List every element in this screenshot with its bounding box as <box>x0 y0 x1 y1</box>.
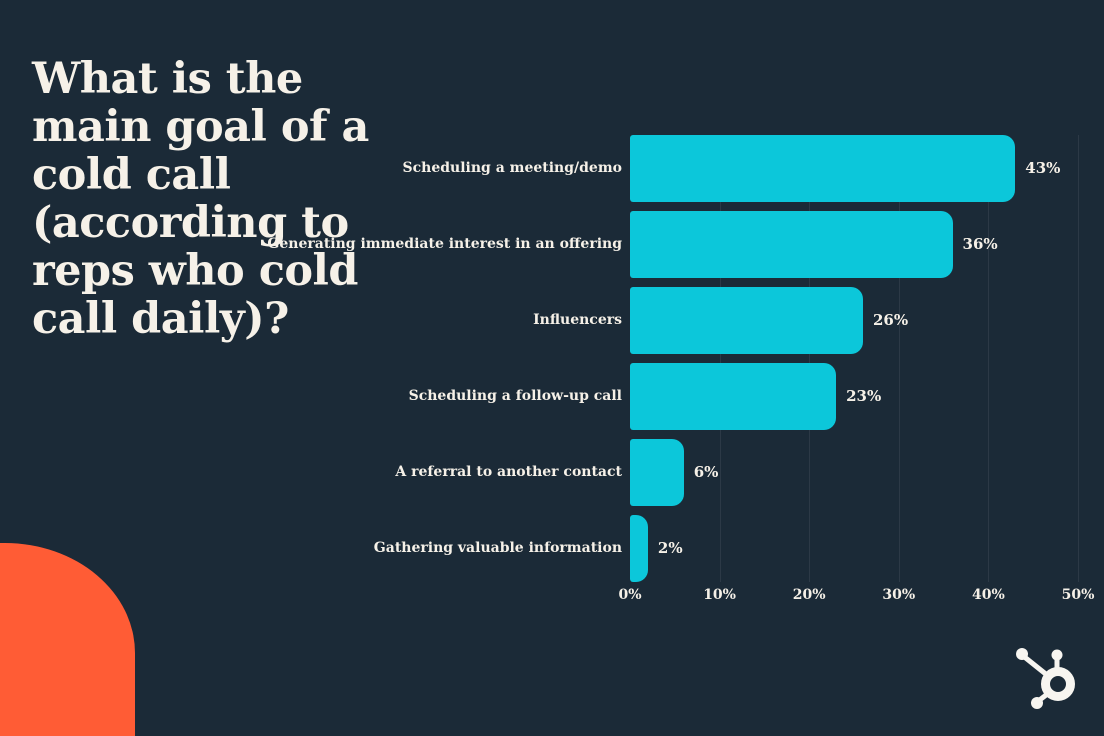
gridline <box>988 135 990 582</box>
category-label: Scheduling a follow-up call <box>408 388 622 404</box>
x-axis-tick-label: 0% <box>618 587 642 603</box>
category-label: A referral to another contact <box>395 464 622 480</box>
gridline <box>809 135 811 582</box>
bar <box>630 363 837 430</box>
value-label: 23% <box>846 387 882 405</box>
value-label: 6% <box>693 463 719 481</box>
bar <box>630 515 648 582</box>
category-label: Influencers <box>533 312 622 328</box>
category-label: Scheduling a meeting/demo <box>402 160 622 176</box>
category-label: Gathering valuable information <box>373 540 622 556</box>
x-axis-tick-label: 10% <box>703 587 736 603</box>
bar-row: Gathering valuable information 2% <box>0 515 1104 582</box>
bar <box>630 211 953 278</box>
bar <box>630 287 863 354</box>
bar <box>630 439 684 506</box>
x-axis-tick-label: 50% <box>1061 587 1095 603</box>
hubspot-sprocket-logo-icon <box>1016 648 1075 709</box>
bar-chart: Scheduling a meeting/demo 43% Generating i… <box>0 135 1104 625</box>
gridline <box>898 135 900 582</box>
bar-row: Scheduling a follow-up call 23% <box>0 363 1104 430</box>
value-label: 43% <box>1025 159 1061 177</box>
gridline <box>719 135 721 582</box>
bar-row: Generating immediate interest in an offe… <box>0 211 1104 278</box>
x-axis-tick-label: 20% <box>792 587 826 603</box>
gridline <box>1078 135 1079 582</box>
value-label: 26% <box>872 311 909 329</box>
bar <box>630 135 1016 202</box>
x-axis-tick-label: 40% <box>971 587 1005 603</box>
value-label: 2% <box>657 539 683 557</box>
bar-row: A referral to another contact 6% <box>0 439 1104 506</box>
bar-row: Influencers 26% <box>0 287 1104 354</box>
value-label: 36% <box>962 235 998 253</box>
x-axis-tick-label: 30% <box>882 587 916 603</box>
bar-row: Scheduling a meeting/demo 43% <box>0 135 1104 202</box>
chart-title: What is the main goal of a cold call (ac… <box>32 54 369 344</box>
category-label: Generating immediate interest in an offe… <box>267 236 622 252</box>
